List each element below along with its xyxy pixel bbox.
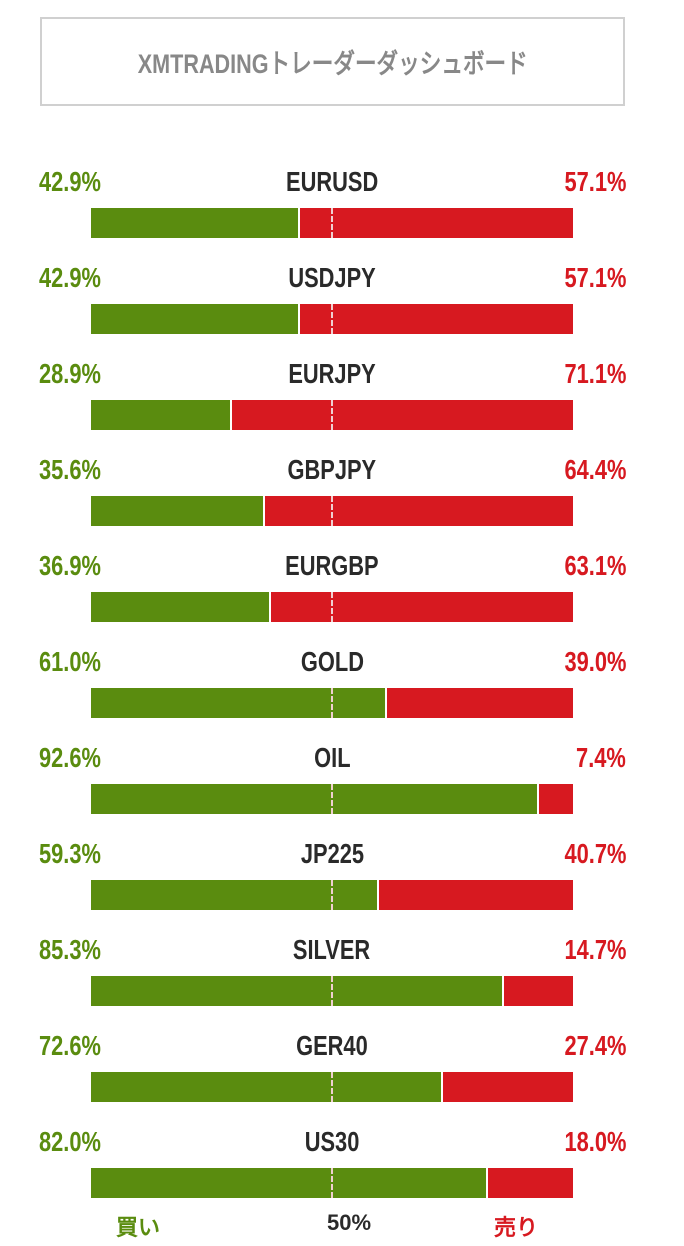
buy-percent: 72.6% xyxy=(39,1030,101,1061)
midpoint-marker xyxy=(331,304,333,334)
symbol-label: GBPJPY xyxy=(287,454,377,485)
sentiment-bar xyxy=(91,208,573,238)
sell-percent: 27.4% xyxy=(564,1030,626,1061)
buy-fill xyxy=(91,208,298,238)
sentiment-bar xyxy=(91,880,573,910)
sentiment-row: 85.3% SILVER 14.7% xyxy=(0,928,684,1018)
sentiment-bar xyxy=(91,400,573,430)
sentiment-row: 42.9% USDJPY 57.1% xyxy=(0,256,684,346)
sentiment-bar xyxy=(91,496,573,526)
sell-percent: 63.1% xyxy=(564,550,626,581)
symbol-label: EURGBP xyxy=(285,550,379,581)
sell-percent: 40.7% xyxy=(564,838,626,869)
buy-percent: 36.9% xyxy=(39,550,101,581)
buy-percent: 42.9% xyxy=(39,166,101,197)
buy-fill xyxy=(91,496,263,526)
sell-fill xyxy=(376,880,573,910)
sell-percent: 64.4% xyxy=(564,454,626,485)
sentiment-bar xyxy=(91,976,573,1006)
symbol-label: US30 xyxy=(304,1126,360,1157)
buy-fill xyxy=(91,1168,487,1198)
buy-fill xyxy=(91,880,377,910)
sentiment-row: 28.9% EURJPY 71.1% xyxy=(0,352,684,442)
dashboard-header: XMTRADINGトレーダーダッシュボード xyxy=(40,17,625,106)
buy-fill xyxy=(91,784,538,814)
buy-percent: 35.6% xyxy=(39,454,101,485)
midpoint-marker xyxy=(331,688,333,718)
symbol-label: OIL xyxy=(313,742,351,773)
sentiment-row: 82.0% US30 18.0% xyxy=(0,1120,684,1210)
buy-percent: 28.9% xyxy=(39,358,101,389)
midpoint-marker xyxy=(331,976,333,1006)
sentiment-bar xyxy=(91,688,573,718)
buy-fill xyxy=(91,304,298,334)
sentiment-bar xyxy=(91,304,573,334)
symbol-label: GER40 xyxy=(296,1030,368,1061)
sell-fill xyxy=(440,1072,573,1102)
sentiment-bar xyxy=(91,592,573,622)
sentiment-row: 42.9% EURUSD 57.1% xyxy=(0,160,684,250)
sell-percent: 7.4% xyxy=(576,742,626,773)
sell-percent: 18.0% xyxy=(564,1126,626,1157)
sentiment-row: 59.3% JP225 40.7% xyxy=(0,832,684,922)
sell-fill xyxy=(385,688,573,718)
midpoint-marker xyxy=(331,1168,333,1198)
sell-fill xyxy=(230,400,573,430)
sell-percent: 57.1% xyxy=(564,166,626,197)
buy-fill xyxy=(91,400,231,430)
buy-fill xyxy=(91,1072,441,1102)
sell-fill xyxy=(262,496,573,526)
midpoint-marker xyxy=(331,880,333,910)
sentiment-row: 36.9% EURGBP 63.1% xyxy=(0,544,684,634)
buy-fill xyxy=(91,976,503,1006)
sentiment-row: 92.6% OIL 7.4% xyxy=(0,736,684,826)
buy-legend: 買い xyxy=(116,1215,161,1240)
sell-fill xyxy=(297,304,573,334)
midpoint-marker xyxy=(331,592,333,622)
sell-percent: 71.1% xyxy=(564,358,626,389)
sell-fill xyxy=(502,976,573,1006)
sell-fill xyxy=(486,1168,573,1198)
midpoint-marker xyxy=(331,400,333,430)
sentiment-bar xyxy=(91,1072,573,1102)
buy-percent: 85.3% xyxy=(39,934,101,965)
sell-legend: 売り xyxy=(494,1215,539,1240)
sentiment-row: 72.6% GER40 27.4% xyxy=(0,1024,684,1114)
sentiment-row: 61.0% GOLD 39.0% xyxy=(0,640,684,730)
symbol-label: EURUSD xyxy=(285,166,379,197)
sentiment-row: 35.6% GBPJPY 64.4% xyxy=(0,448,684,538)
midpoint-marker xyxy=(331,784,333,814)
sell-percent: 14.7% xyxy=(564,934,626,965)
buy-percent: 59.3% xyxy=(39,838,101,869)
midpoint-marker xyxy=(331,496,333,526)
midpoint-marker xyxy=(331,1072,333,1102)
buy-percent: 61.0% xyxy=(39,646,101,677)
sentiment-bar xyxy=(91,1168,573,1198)
buy-percent: 42.9% xyxy=(39,262,101,293)
dashboard-title: XMTRADINGトレーダーダッシュボード xyxy=(137,49,528,79)
symbol-label: EURJPY xyxy=(288,358,376,389)
midpoint-marker xyxy=(331,208,333,238)
sell-fill xyxy=(537,784,573,814)
midpoint-legend: 50% xyxy=(327,1210,372,1235)
symbol-label: SILVER xyxy=(293,934,371,965)
buy-percent: 82.0% xyxy=(39,1126,101,1157)
sell-fill xyxy=(297,208,573,238)
symbol-label: USDJPY xyxy=(288,262,376,293)
sell-fill xyxy=(268,592,573,622)
symbol-label: JP225 xyxy=(300,838,364,869)
sell-percent: 39.0% xyxy=(564,646,626,677)
buy-percent: 92.6% xyxy=(39,742,101,773)
buy-fill xyxy=(91,592,269,622)
sentiment-bar xyxy=(91,784,573,814)
symbol-label: GOLD xyxy=(300,646,364,677)
buy-fill xyxy=(91,688,386,718)
sell-percent: 57.1% xyxy=(564,262,626,293)
